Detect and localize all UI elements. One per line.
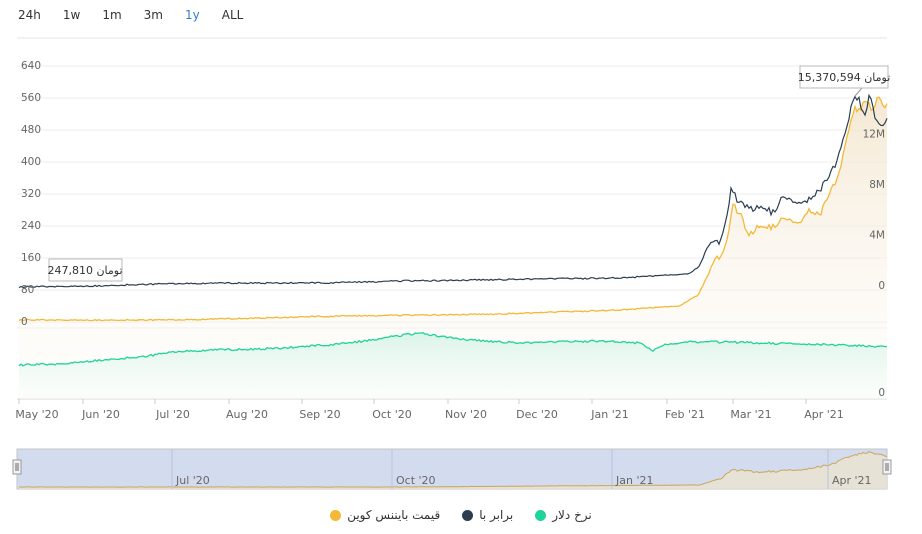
range-1m-button[interactable]: 1m [102, 8, 122, 22]
legend-dollar-label: نرخ دلار [552, 508, 592, 522]
left-axis-tick-label: 400 [21, 156, 41, 168]
dollar-dot-icon [535, 509, 547, 521]
x-axis-tick-label: Nov '20 [445, 408, 487, 421]
navigator-series-line [18, 450, 888, 488]
series-lines [18, 93, 888, 367]
price-area [19, 97, 887, 399]
x-axis-tick-label: Jul '20 [155, 408, 190, 421]
tooltips: 247,810 تومان 15,370,594 تومان [47, 65, 891, 282]
range-all-button[interactable]: ALL [221, 8, 244, 22]
legend-item-dollar[interactable]: نرخ دلار [535, 506, 592, 524]
equiv-series-line [18, 93, 888, 289]
range-1w-button[interactable]: 1w [62, 8, 81, 22]
axis-labels: 08016024032040048056064004M8M12M16M0May … [15, 60, 885, 421]
navigator-left-handle[interactable] [12, 459, 22, 475]
navigator-tick-label: Apr '21 [832, 474, 872, 487]
left-axis-tick-label: 160 [21, 252, 41, 264]
right-axis-tick-label: 4M [869, 230, 885, 242]
x-axis-tick-label: Sep '20 [299, 408, 340, 421]
min-tooltip-text: 247,810 تومان [47, 264, 122, 277]
x-axis-tick-label: Jan '21 [590, 408, 628, 421]
right-axis-tick-label: 0 [878, 280, 885, 292]
range-24h-button[interactable]: 24h [18, 8, 41, 22]
legend-price-label: قیمت بایننس کوین [347, 508, 441, 522]
navigator-tick-label: Oct '20 [396, 474, 436, 487]
right-axis-tick-label: 12M [863, 129, 885, 141]
navigator-tick-label: Jan '21 [615, 474, 653, 487]
equiv-dot-icon [462, 509, 474, 521]
area-fills [19, 97, 887, 399]
left-axis-tick-label: 560 [21, 92, 41, 104]
left-axis-tick-label: 80 [21, 284, 34, 296]
left-axis-tick-label: 0 [21, 316, 28, 328]
x-axis-tick-label: Apr '21 [804, 408, 844, 421]
dollar-series-line [18, 332, 888, 367]
price-chart: 08016024032040048056064004M8M12M16M0May … [12, 37, 892, 490]
legend-item-price[interactable]: قیمت بایننس کوین [330, 506, 440, 524]
x-axis-tick-label: Dec '20 [516, 408, 558, 421]
max-tooltip-text: 15,370,594 تومان [798, 71, 891, 84]
left-axis-tick-label: 320 [21, 188, 41, 200]
dollar-axis-tick-label: 0 [878, 387, 885, 399]
x-axis-tick-label: Oct '20 [372, 408, 412, 421]
x-axis-tick-label: Aug '20 [226, 408, 268, 421]
dollar-area [19, 332, 887, 399]
range-3m-button[interactable]: 3m [143, 8, 163, 22]
chart-legend: قیمت بایننس کوین برابر با نرخ دلار [0, 506, 922, 524]
navigator-area [19, 451, 887, 489]
x-axis-tick-label: Feb '21 [665, 408, 705, 421]
legend-equiv-label: برابر با [479, 508, 514, 522]
range-navigator[interactable]: Jul '20 Oct '20 Jan '21 Apr '21 [12, 448, 892, 490]
range-1y-button[interactable]: 1y [184, 8, 200, 22]
navigator-right-handle[interactable] [882, 459, 892, 475]
x-axis-tick-label: Jun '20 [81, 408, 120, 421]
x-axis-tick-label: Mar '21 [730, 408, 771, 421]
price-series-line [18, 96, 888, 322]
right-axis-tick-label: 8M [869, 179, 885, 191]
left-axis-tick-label: 480 [21, 124, 41, 136]
time-range-selector: 24h 1w 1m 3m 1y ALL [18, 6, 265, 24]
x-axis-tick-label: May '20 [15, 408, 58, 421]
price-dot-icon [330, 509, 342, 521]
navigator-tick-label: Jul '20 [175, 474, 210, 487]
left-axis-tick-label: 240 [21, 220, 41, 232]
min-tooltip: 247,810 تومان [47, 258, 123, 282]
legend-item-equiv[interactable]: برابر با [462, 506, 513, 524]
max-tooltip: 15,370,594 تومان [798, 65, 891, 97]
left-axis-tick-label: 640 [21, 60, 41, 72]
